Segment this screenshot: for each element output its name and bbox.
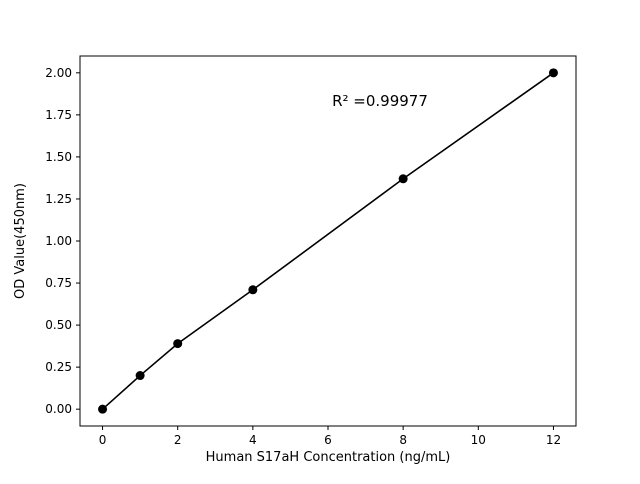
- y-axis-tick-label: 1.75: [45, 108, 72, 122]
- data-point-marker: [548, 68, 558, 78]
- data-point-marker: [248, 285, 258, 295]
- y-axis-tick-label: 0.00: [45, 402, 72, 416]
- r-squared-annotation: R² =0.99977: [332, 92, 428, 110]
- x-axis-tick-label: 0: [99, 433, 107, 447]
- data-point-marker: [135, 371, 145, 381]
- data-point-marker: [173, 339, 183, 349]
- x-axis-tick-label: 12: [546, 433, 561, 447]
- data-point-marker: [398, 174, 408, 184]
- y-axis-label: OD Value(450nm): [13, 183, 28, 299]
- plot-area-border: [79, 55, 577, 427]
- x-axis-label: Human S17aH Concentration (ng/mL): [206, 450, 451, 465]
- y-axis-tick-label: 2.00: [45, 66, 72, 80]
- fit-line: [102, 72, 554, 410]
- data-point-marker: [98, 404, 108, 414]
- axis-ticks: 0 2 4 6 8 10 12 0.00 0.25 0.50 0.75 1.00 1.25 1.50 1.7…: [45, 66, 561, 447]
- y-axis-tick-label: 1.25: [45, 192, 72, 206]
- x-axis-tick-label: 6: [324, 433, 332, 447]
- y-axis-tick-label: 0.50: [45, 318, 72, 332]
- y-axis-tick-label: 0.25: [45, 360, 72, 374]
- x-axis-tick-label: 10: [471, 433, 486, 447]
- data-series: [98, 68, 558, 414]
- x-axis-tick-label: 8: [399, 433, 407, 447]
- x-axis-tick-label: 2: [174, 433, 182, 447]
- y-axis-tick-label: 1.50: [45, 150, 72, 164]
- y-axis-tick-label: 0.75: [45, 276, 72, 290]
- y-axis-tick-label: 1.00: [45, 234, 72, 248]
- x-axis-tick-label: 4: [249, 433, 257, 447]
